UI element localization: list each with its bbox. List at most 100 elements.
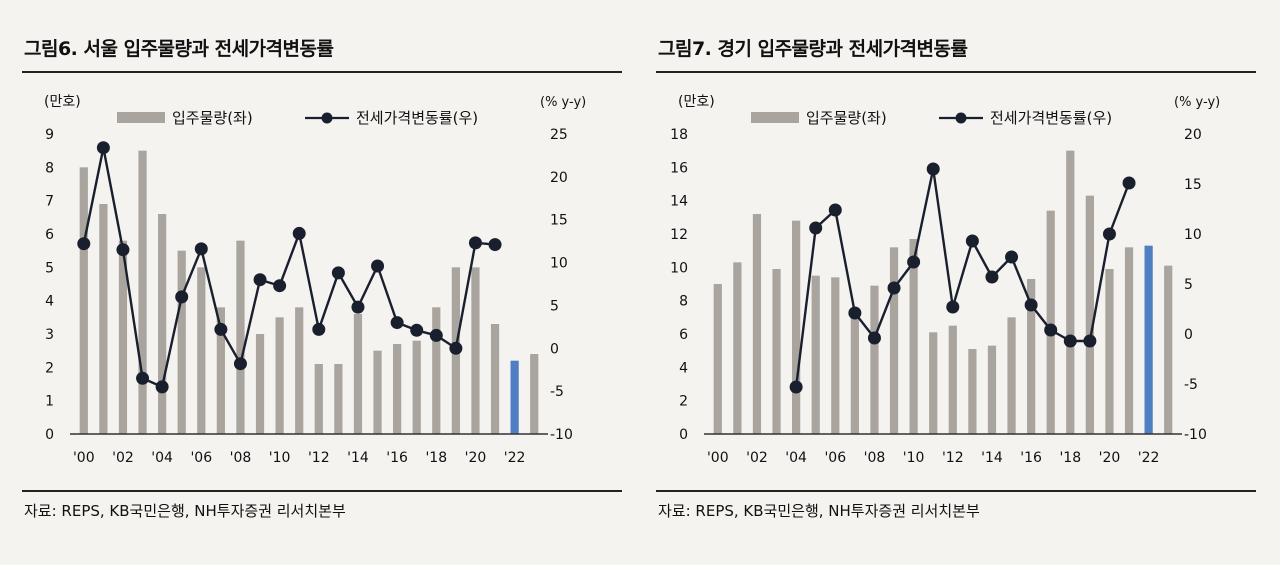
supply-bar [1007, 317, 1016, 434]
supply-bar [373, 350, 382, 434]
left-tick-label: 9 [45, 127, 54, 143]
right-tick-label: -5 [550, 384, 564, 400]
supply-bar [353, 314, 363, 434]
right-axis-unit: (% y-y) [540, 95, 586, 110]
left-tick-label: 5 [45, 260, 54, 276]
supply-bar [948, 325, 957, 434]
supply-bar [530, 354, 539, 434]
rent-change-point [77, 237, 91, 251]
rent-change-point [390, 316, 404, 330]
left-tick-label: 16 [670, 160, 688, 176]
rent-change-point [136, 371, 150, 385]
legend-marker [955, 112, 967, 124]
supply-bar [295, 307, 304, 434]
right-tick-label: 20 [1184, 127, 1202, 143]
rent-change-point [410, 323, 424, 337]
left-tick-label: 8 [45, 160, 54, 176]
supply-bar [334, 364, 343, 434]
supply-bar [870, 285, 879, 434]
x-tick-label: '22 [504, 450, 526, 466]
gyeonggi-panel: 그림7. 경기 입주물량과 전세가격변동률 (만호) (% y-y) 입주물량(좌)… [656, 0, 1264, 565]
rent-change-point [449, 341, 463, 355]
rent-change-point [96, 141, 110, 155]
supply-bar [216, 307, 225, 434]
left-tick-label: 4 [45, 294, 54, 310]
chart-title: 그림7. 경기 입주물량과 전세가격변동률 [658, 38, 968, 60]
rent-change-point [985, 270, 999, 284]
right-tick-label: 10 [1184, 227, 1202, 243]
legend-bar-swatch [751, 112, 799, 123]
left-axis-unit: (만호) [44, 94, 81, 110]
supply-bar [1124, 247, 1134, 434]
rent-change-point [1102, 227, 1116, 241]
rent-change-point [965, 234, 979, 248]
supply-bar [471, 267, 480, 434]
supply-bar [987, 345, 997, 434]
rent-change-point [371, 259, 385, 273]
rent-change-point [175, 290, 189, 304]
x-tick-label: '18 [1059, 450, 1081, 466]
x-tick-label: '14 [981, 450, 1003, 466]
x-tick-label: '04 [785, 450, 807, 466]
right-tick-label: 15 [550, 213, 568, 229]
left-tick-label: 3 [45, 327, 54, 343]
supply-bar [909, 239, 918, 434]
x-tick-label: '16 [1020, 450, 1042, 466]
rent-change-point [1044, 323, 1058, 337]
right-tick-label: 15 [1184, 177, 1202, 193]
source-rule [656, 490, 1256, 492]
left-tick-label: 8 [679, 294, 688, 310]
supply-bar [412, 340, 421, 434]
rent-change-point [867, 331, 881, 345]
x-tick-label: '00 [73, 450, 95, 466]
title-rule [656, 71, 1256, 73]
rent-change-point [907, 255, 921, 269]
supply-bar [275, 317, 284, 434]
supply-bar [314, 364, 323, 434]
legend-label-rent-change: 전세가격변동률(우) [990, 109, 1112, 127]
rent-change-point [253, 273, 267, 287]
supply-bar [1105, 269, 1114, 434]
x-tick-label: '14 [347, 450, 369, 466]
left-tick-label: 1 [45, 394, 54, 410]
gyeonggi-chart: (만호) (% y-y) 입주물량(좌) 전세가격변동률(우) 0 2 4 6 8 10 12 14 1… [670, 94, 1220, 466]
left-tick-label: 2 [679, 394, 688, 410]
supply-bar [1046, 210, 1055, 434]
supply-bar [733, 262, 742, 434]
x-tick-label: '06 [824, 450, 846, 466]
rent-change-point [292, 226, 306, 240]
supply-bar [772, 269, 781, 434]
supply-bar [432, 307, 441, 434]
left-tick-label: 0 [45, 427, 54, 443]
x-tick-label: '10 [269, 450, 291, 466]
supply-bar [177, 250, 186, 434]
rent-change-point [1005, 250, 1019, 264]
rent-change-point [1083, 334, 1097, 348]
rent-change-point [809, 221, 823, 235]
supply-bar [831, 277, 840, 434]
supply-bar [255, 334, 265, 434]
x-tick-label: '20 [465, 450, 487, 466]
supply-bar [713, 284, 722, 434]
rent-change-point [233, 357, 247, 371]
supply-bar [1027, 279, 1036, 434]
supply-bar [752, 214, 762, 434]
source-note: 자료: REPS, KB국민은행, NH투자증권 리서치본부 [658, 502, 980, 520]
legend-label-rent-change: 전세가격변동률(우) [356, 109, 478, 127]
rent-change-point [116, 243, 130, 257]
x-tick-label: '08 [230, 450, 252, 466]
rent-change-point [273, 279, 287, 293]
supply-bar [1066, 150, 1075, 434]
rent-change-point [331, 266, 345, 280]
rent-change-point [1122, 176, 1136, 190]
right-axis-unit: (% y-y) [1174, 95, 1220, 110]
rent-change-point [351, 300, 365, 314]
left-tick-label: 6 [679, 327, 688, 343]
rent-change-point [194, 242, 208, 256]
right-tick-label: 10 [550, 256, 568, 272]
supply-bar [1164, 265, 1173, 434]
left-tick-label: 0 [679, 427, 688, 443]
left-tick-label: 7 [45, 194, 54, 210]
right-tick-label: -10 [1184, 427, 1207, 443]
rent-change-point [828, 203, 842, 217]
